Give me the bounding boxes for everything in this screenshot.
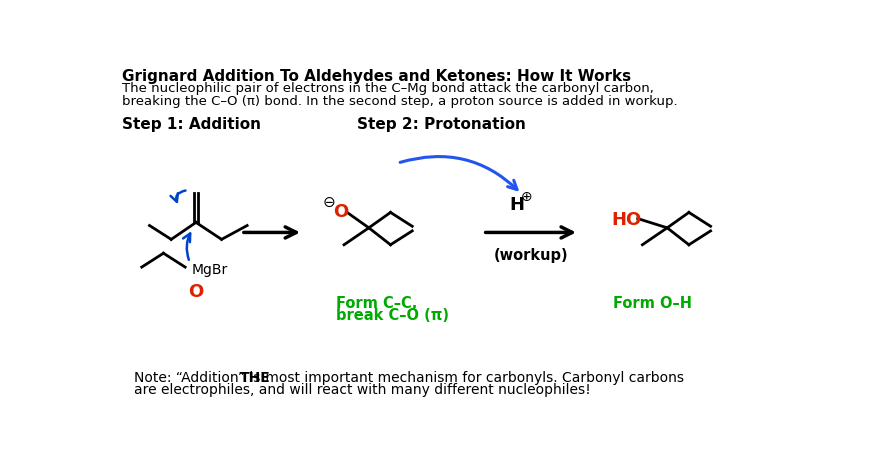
Text: Step 1: Addition: Step 1: Addition: [121, 117, 260, 132]
FancyArrowPatch shape: [183, 234, 190, 260]
Text: HO: HO: [611, 211, 642, 229]
FancyArrowPatch shape: [170, 191, 185, 202]
Text: O: O: [189, 283, 204, 301]
Text: most important mechanism for carbonyls. Carbonyl carbons: most important mechanism for carbonyls. …: [261, 371, 684, 385]
Text: are electrophiles, and will react with many different nucleophiles!: are electrophiles, and will react with m…: [134, 383, 591, 397]
Text: MgBr: MgBr: [191, 263, 228, 277]
Text: Step 2: Protonation: Step 2: Protonation: [357, 117, 526, 132]
Text: Note: “Addition” is: Note: “Addition” is: [134, 371, 265, 385]
Text: Form O–H: Form O–H: [613, 296, 692, 310]
Text: Form C–C,: Form C–C,: [336, 296, 417, 310]
Text: THE: THE: [239, 371, 270, 385]
Text: The nucleophilic pair of electrons in the C–Mg bond attack the carbonyl carbon,: The nucleophilic pair of electrons in th…: [121, 82, 654, 95]
Text: (workup): (workup): [494, 248, 568, 263]
Text: Grignard Addition To Aldehydes and Ketones: How It Works: Grignard Addition To Aldehydes and Keton…: [121, 69, 631, 84]
Text: ⊖: ⊖: [323, 195, 336, 210]
Text: O: O: [333, 203, 348, 221]
FancyArrowPatch shape: [400, 156, 517, 190]
Text: H: H: [509, 196, 525, 214]
Text: ⊕: ⊕: [521, 190, 532, 204]
Text: break C–O (π): break C–O (π): [336, 308, 448, 323]
Text: breaking the C–O (π) bond. In the second step, a proton source is added in worku: breaking the C–O (π) bond. In the second…: [121, 95, 677, 108]
